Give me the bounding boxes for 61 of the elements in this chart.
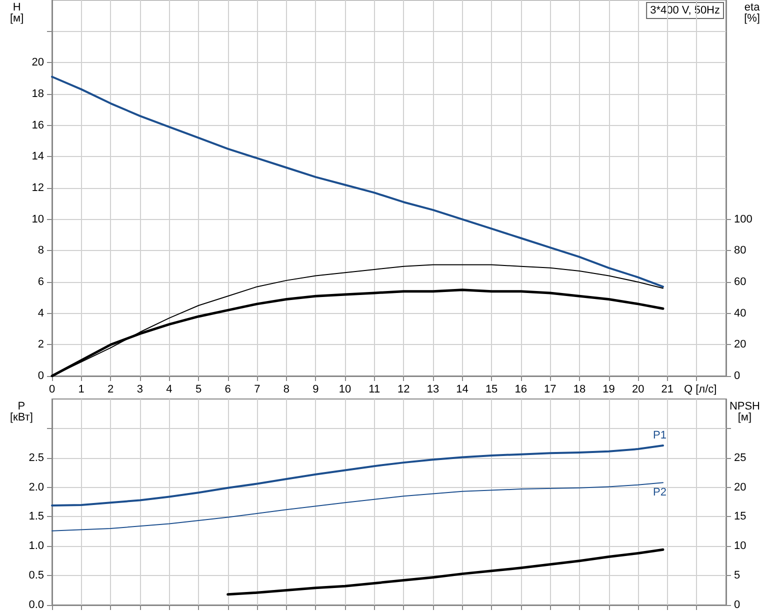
y2-tick-label: 5 <box>734 570 740 582</box>
y-tick-label: 18 <box>32 88 44 100</box>
y2-tick-label: 10 <box>734 540 746 552</box>
y-tick-label: 0.5 <box>28 570 44 582</box>
y-tick-label: 6 <box>38 276 44 288</box>
x-tick-label: 15 <box>485 384 498 396</box>
x-tick-label: 6 <box>224 384 231 396</box>
x-tick-label: 2 <box>108 384 114 396</box>
x-tick-label: 14 <box>456 384 468 396</box>
y-tick-label: 1.0 <box>28 540 44 552</box>
x-tick-label: 7 <box>254 384 260 396</box>
y-tick-label: 12 <box>32 182 44 194</box>
y-tick-label: 4 <box>38 307 44 320</box>
x-tick-label: 8 <box>283 384 290 396</box>
y2-tick-label: 15 <box>734 510 746 523</box>
y2-tick-label: 80 <box>734 244 746 257</box>
x-tick-label: 9 <box>312 384 319 396</box>
x-tick-label: 5 <box>195 384 202 396</box>
y2-tick-label: 25 <box>734 452 746 464</box>
x-tick-label: 0 <box>48 384 56 396</box>
x-tick-label: 21 <box>661 384 674 396</box>
x-tick-label: 4 <box>166 384 172 396</box>
y-tick-label: 14 <box>32 150 44 163</box>
x-tick-label: 12 <box>398 384 410 396</box>
y-axis-title: P [кВт] <box>10 400 33 424</box>
x-tick-label: 16 <box>514 384 527 396</box>
y2-tick-label: 20 <box>734 481 746 494</box>
series-label: P2 <box>652 486 666 499</box>
x-axis-title: Q [л/с] <box>684 384 717 396</box>
y-tick-label: 16 <box>32 119 44 132</box>
y-tick-label: 2.0 <box>28 481 44 494</box>
x-tick-label: 13 <box>426 384 440 396</box>
y-tick-label: 8 <box>38 244 44 257</box>
line-series <box>51 76 664 288</box>
series-label: P1 <box>652 429 666 442</box>
x-tick-label: 20 <box>632 384 644 396</box>
x-tick-label: 18 <box>573 384 586 396</box>
y2-tick-label: 0 <box>734 370 740 382</box>
y-axis-title: H [м] <box>10 2 24 24</box>
y-tick-label: 1.5 <box>28 510 44 523</box>
y2-tick-label: 100 <box>734 213 752 226</box>
line-series <box>51 444 664 507</box>
x-tick-label: 10 <box>338 384 352 396</box>
y2-axis-title: NPSH [м] <box>729 400 760 424</box>
y2-axis-title: eta [%] <box>744 2 761 24</box>
y2-tick-label: 20 <box>734 338 746 351</box>
y-tick-label: 2.5 <box>28 452 44 464</box>
x-tick-label: 19 <box>602 384 615 396</box>
x-tick-label: 1 <box>78 384 84 396</box>
x-tick-label: 17 <box>544 384 556 396</box>
y2-tick-label: 40 <box>734 307 746 320</box>
y2-tick-label: 60 <box>734 276 746 288</box>
y-tick-label: 0.0 <box>28 599 44 611</box>
y-tick-label: 20 <box>32 56 44 69</box>
line-series <box>226 548 664 596</box>
x-tick-label: 3 <box>136 384 143 396</box>
y-tick-label: 2 <box>38 338 44 351</box>
y-tick-label: 0 <box>38 370 44 382</box>
y2-tick-label: 0 <box>734 599 740 611</box>
x-tick-label: 11 <box>368 384 380 396</box>
y-tick-label: 10 <box>32 213 44 226</box>
